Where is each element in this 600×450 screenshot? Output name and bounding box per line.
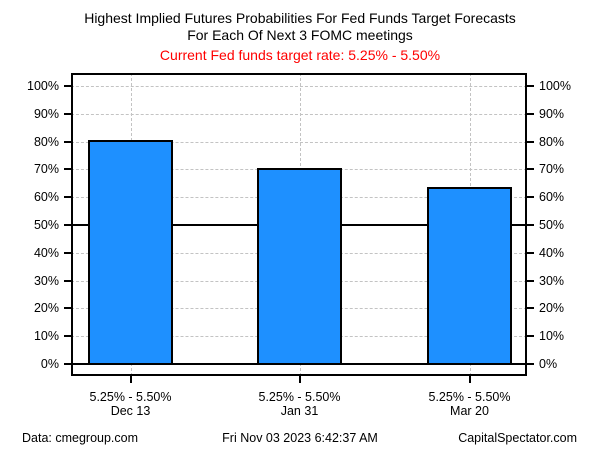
gridline-h (71, 86, 527, 87)
x-label-rate: 5.25% - 5.50% (428, 390, 511, 404)
y-tick-right (527, 251, 534, 254)
y-tick-label-left: 100% (27, 79, 59, 93)
bar (427, 187, 512, 364)
title-block: Highest Implied Futures Probabilities Fo… (0, 10, 600, 64)
y-tick-label-left: 0% (40, 357, 59, 371)
chart-title-line2: For Each Of Next 3 FOMC meetings (187, 27, 413, 43)
x-tick-label: 5.25% - 5.50% Jan 31 (225, 390, 375, 418)
y-tick-label-right: 100% (539, 79, 571, 93)
y-tick-left (64, 279, 71, 282)
y-tick-right (527, 85, 534, 87)
y-tick-right (527, 307, 534, 310)
y-tick-right (527, 335, 534, 338)
x-label-date: Mar 20 (450, 404, 489, 418)
y-tick-label-right: 70% (539, 162, 565, 177)
footer-timestamp: Fri Nov 03 2023 6:42:37 AM (222, 431, 378, 445)
x-label-date: Jan 31 (280, 404, 319, 418)
x-label-date: Dec 13 (110, 404, 151, 418)
plot-area (71, 73, 527, 376)
x-tick (468, 376, 471, 383)
y-tick-right (527, 279, 534, 282)
y-tick-label-left: 90% (33, 106, 59, 121)
y-tick-label-right: 50% (539, 218, 565, 232)
x-tick (129, 376, 132, 383)
y-tick-left (64, 85, 71, 87)
y-tick-left (64, 251, 71, 254)
y-tick-right (527, 168, 534, 171)
y-tick-right (527, 363, 534, 365)
footer-site-credit: CapitalSpectator.com (458, 431, 577, 445)
y-tick-label-right: 60% (539, 190, 565, 205)
y-tick-label-left: 50% (33, 218, 59, 232)
y-tick-left (64, 307, 71, 310)
y-tick-left (64, 196, 71, 199)
y-tick-label-right: 20% (539, 301, 565, 316)
x-tick-label: 5.25% - 5.50% Dec 13 (56, 390, 206, 418)
y-tick-label-left: 70% (33, 162, 59, 177)
chart-title-line1: Highest Implied Futures Probabilities Fo… (84, 10, 516, 26)
y-tick-label-left: 20% (33, 301, 59, 316)
footer-data-source: Data: cmegroup.com (22, 431, 139, 445)
x-label-rate: 5.25% - 5.50% (258, 390, 341, 404)
footer: Data: cmegroup.com Fri Nov 03 2023 6:42:… (0, 430, 600, 448)
y-tick-left (64, 224, 71, 226)
y-tick-left (64, 112, 71, 115)
bar (88, 140, 173, 364)
y-tick-label-right: 40% (539, 245, 565, 260)
x-axis-line (71, 363, 527, 365)
y-tick-label-right: 10% (539, 329, 565, 344)
y-tick-label-left: 80% (33, 134, 59, 149)
chart-subtitle: Current Fed funds target rate: 5.25% - 5… (159, 47, 441, 63)
y-tick-left (64, 140, 71, 143)
y-tick-label-left: 30% (33, 273, 59, 288)
y-tick-right (527, 140, 534, 143)
y-tick-left (64, 335, 71, 338)
y-tick-label-right: 30% (539, 273, 565, 288)
x-tick (298, 376, 301, 383)
y-tick-label-right: 80% (539, 134, 565, 149)
y-tick-label-left: 10% (33, 329, 59, 344)
y-tick-label-left: 40% (33, 245, 59, 260)
x-label-rate: 5.25% - 5.50% (89, 390, 172, 404)
x-tick-label: 5.25% - 5.50% Mar 20 (395, 390, 545, 418)
y-tick-right (527, 224, 534, 226)
y-tick-label-right: 0% (539, 357, 558, 371)
y-tick-right (527, 112, 534, 115)
gridline-h (71, 141, 527, 143)
y-tick-label-right: 90% (539, 106, 565, 121)
y-tick-left (64, 168, 71, 171)
bar (257, 168, 342, 364)
gridline-h (71, 113, 527, 115)
y-tick-label-left: 60% (33, 190, 59, 205)
y-tick-left (64, 363, 71, 365)
y-tick-right (527, 196, 534, 199)
